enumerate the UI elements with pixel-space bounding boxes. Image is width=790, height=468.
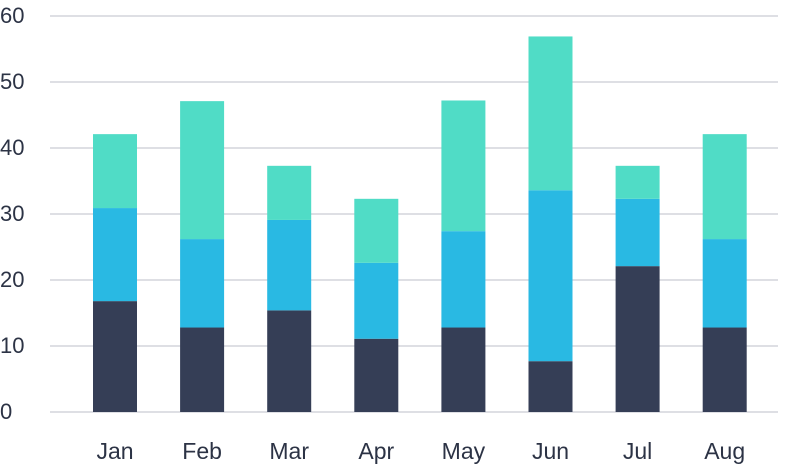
bar-segment — [180, 239, 225, 328]
x-tick-label: Mar — [269, 438, 309, 464]
y-tick-label: 40 — [0, 135, 24, 160]
bar-segment — [528, 36, 573, 191]
x-tick-label: Apr — [358, 438, 394, 464]
bar-segment — [615, 266, 660, 412]
bar-segment — [93, 301, 137, 412]
y-tick-label: 10 — [0, 333, 24, 358]
bar-segment — [702, 239, 747, 328]
bar-segment — [354, 338, 399, 412]
y-tick-label: 30 — [0, 201, 24, 226]
bar-segment — [702, 134, 747, 240]
bar-segment — [267, 165, 312, 220]
bar-segment — [354, 198, 399, 263]
y-tick-label: 20 — [0, 267, 24, 292]
x-tick-label: Jan — [96, 438, 133, 464]
bars — [93, 36, 747, 412]
bar-segment — [615, 198, 660, 267]
bar-segment — [354, 262, 399, 339]
bar-segment — [267, 219, 312, 311]
bar-segment — [180, 327, 225, 412]
bar-segment — [702, 327, 747, 412]
bar-segment — [528, 361, 573, 412]
x-tick-label: May — [442, 438, 486, 464]
bar-segment — [93, 208, 137, 302]
bar-segment — [615, 165, 660, 199]
x-tick-label: Feb — [182, 438, 222, 464]
bar-segment — [441, 231, 486, 328]
y-grid — [50, 15, 778, 413]
x-tick-label: Jun — [532, 438, 569, 464]
y-tick-label: 50 — [0, 69, 24, 94]
y-axis-ticks: 0 10 20 30 40 50 60 — [0, 3, 24, 424]
bar-segment — [441, 100, 486, 232]
bar-segment — [441, 327, 486, 412]
x-tick-label: Aug — [704, 438, 745, 464]
y-tick-label: 0 — [0, 399, 12, 424]
bar-segment — [267, 310, 312, 412]
x-tick-label: Jul — [623, 438, 652, 464]
bar-segment — [180, 101, 225, 240]
bar-segment — [528, 190, 573, 362]
x-axis-labels: Jan Feb Mar Apr May Jun Jul Aug — [96, 438, 745, 464]
y-tick-label: 60 — [0, 3, 24, 28]
bar-segment — [93, 134, 137, 209]
